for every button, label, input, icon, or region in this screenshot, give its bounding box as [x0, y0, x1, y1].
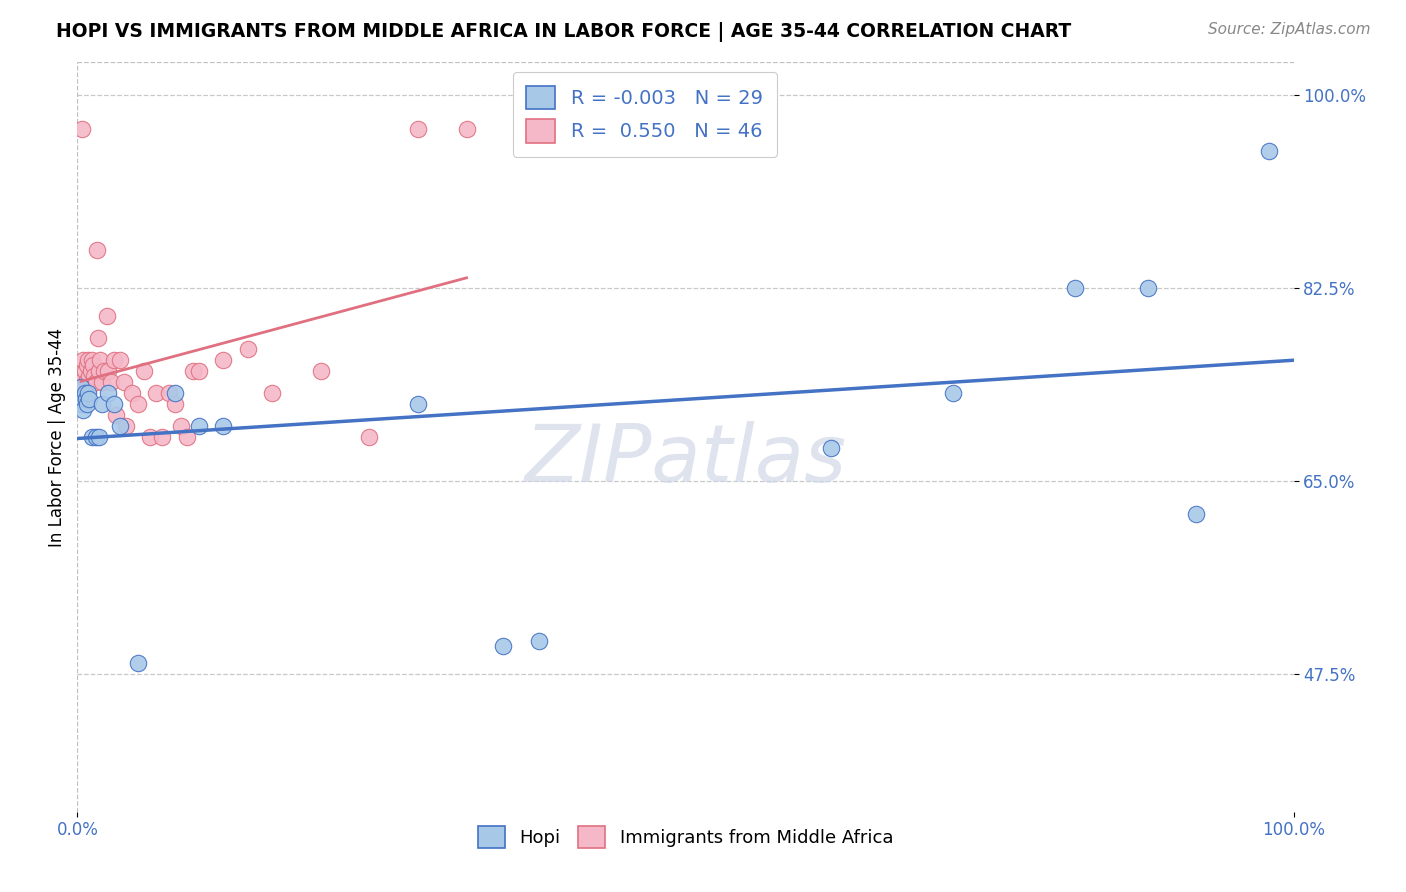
Point: [820, 441, 842, 455]
Point: [529, 634, 551, 648]
Point: [89, 353, 111, 368]
Point: [492, 640, 515, 654]
Point: [84, 375, 107, 389]
Point: [72, 353, 94, 368]
Point: [84, 430, 107, 444]
Point: [105, 408, 128, 422]
Point: [152, 430, 174, 444]
Point: [188, 419, 211, 434]
Point: [212, 419, 235, 434]
Point: [89, 430, 111, 444]
Point: [77, 386, 100, 401]
Point: [309, 364, 332, 378]
Point: [1185, 507, 1208, 521]
Point: [115, 419, 138, 434]
Point: [79, 392, 101, 406]
Text: Source: ZipAtlas.com: Source: ZipAtlas.com: [1208, 22, 1371, 37]
Point: [134, 364, 156, 378]
Point: [103, 353, 125, 368]
Point: [76, 397, 98, 411]
Point: [108, 419, 131, 434]
Point: [70, 392, 93, 406]
Point: [86, 243, 108, 257]
Point: [359, 430, 381, 444]
Point: [163, 397, 186, 411]
Point: [121, 386, 143, 401]
Point: [93, 364, 115, 378]
Point: [96, 309, 118, 323]
Point: [76, 359, 98, 373]
Point: [75, 392, 97, 406]
Point: [112, 375, 135, 389]
Point: [97, 386, 120, 401]
Point: [97, 364, 120, 378]
Point: [456, 121, 478, 136]
Point: [82, 359, 104, 373]
Point: [77, 353, 100, 368]
Point: [79, 369, 101, 384]
Point: [90, 375, 112, 389]
Point: [70, 375, 93, 389]
Point: [170, 419, 193, 434]
Text: HOPI VS IMMIGRANTS FROM MIDDLE AFRICA IN LABOR FORCE | AGE 35-44 CORRELATION CHA: HOPI VS IMMIGRANTS FROM MIDDLE AFRICA IN…: [56, 22, 1071, 42]
Point: [1258, 144, 1281, 158]
Point: [1063, 281, 1085, 295]
Point: [89, 364, 111, 378]
Point: [139, 430, 162, 444]
Point: [212, 353, 235, 368]
Point: [236, 342, 259, 356]
Point: [188, 364, 211, 378]
Point: [176, 430, 198, 444]
Point: [72, 402, 94, 417]
Point: [181, 364, 204, 378]
Point: [145, 386, 167, 401]
Legend: Hopi, Immigrants from Middle Africa: Hopi, Immigrants from Middle Africa: [471, 819, 900, 855]
Point: [70, 121, 93, 136]
Point: [942, 386, 965, 401]
Point: [87, 331, 110, 345]
Point: [80, 364, 103, 378]
Point: [75, 375, 97, 389]
Point: [163, 386, 186, 401]
Y-axis label: In Labor Force | Age 35-44: In Labor Force | Age 35-44: [48, 327, 66, 547]
Point: [260, 386, 283, 401]
Text: ZIPatlas: ZIPatlas: [524, 420, 846, 499]
Point: [70, 380, 93, 394]
Point: [127, 656, 149, 670]
Point: [108, 353, 131, 368]
Point: [157, 386, 180, 401]
Point: [406, 121, 429, 136]
Point: [1136, 281, 1159, 295]
Point: [80, 353, 103, 368]
Point: [90, 397, 112, 411]
Point: [83, 369, 105, 384]
Point: [127, 397, 149, 411]
Point: [103, 397, 125, 411]
Point: [100, 375, 122, 389]
Point: [406, 397, 429, 411]
Point: [73, 364, 96, 378]
Point: [70, 397, 93, 411]
Point: [73, 386, 96, 401]
Point: [80, 430, 103, 444]
